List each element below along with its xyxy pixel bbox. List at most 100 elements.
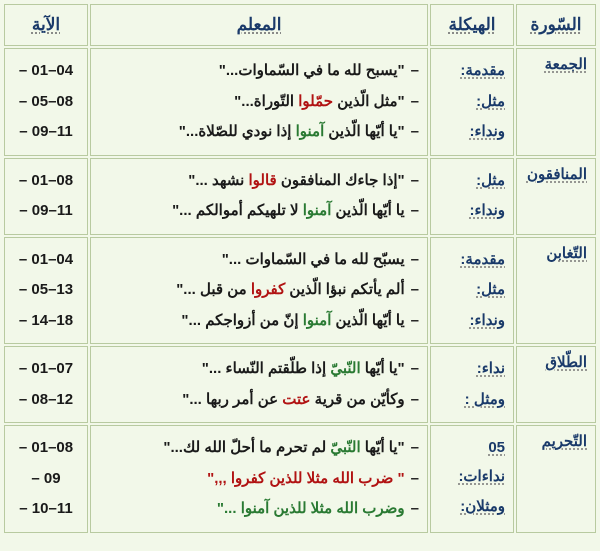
text-segment: نشهد ..."	[188, 172, 248, 189]
dash-icon: –	[411, 167, 419, 196]
aya-range: – 08–12	[13, 386, 79, 415]
haykala-label: نداء:	[477, 355, 505, 384]
text-segment: يسبّح لله ما في السّماوات ..."	[222, 251, 405, 268]
cell-haykala: مقدمة:مثل:ونداء:	[430, 237, 514, 345]
text-segment: عتت	[282, 391, 310, 408]
aya-range: – 09–11	[13, 197, 79, 226]
text-segment: النّبيّ	[330, 360, 360, 377]
text-segment: إذا نودي للصّلاة..."	[179, 123, 296, 140]
dash-icon: –	[411, 434, 419, 463]
text-segment: ..."	[217, 500, 241, 517]
aya-range: – 09–11	[13, 118, 79, 147]
cell-haykala: مقدمة:مثل:ونداء:	[430, 48, 514, 156]
maalim-line: –يا أيّها الّذين آمنوا إنّ من أزواجكم ..…	[99, 307, 419, 336]
cell-aya: – 01–04– 05–08– 09–11	[4, 48, 88, 156]
text-segment: آمنوا	[303, 202, 332, 219]
surah-name: الجمعة	[545, 56, 587, 73]
aya-range: – 01–08	[13, 434, 79, 463]
cell-maalim: –"يا أيّها النّبيّ لم تحرم ما أحلّ الله …	[90, 425, 428, 533]
aya-range: – 14–18	[13, 307, 79, 336]
maalim-line: –وكأيّن من قرية عتت عن أمر ربها ..."	[99, 386, 419, 415]
text-segment: حمّلوا	[298, 93, 333, 110]
aya-range: – 05–08	[13, 88, 79, 117]
dash-icon: –	[411, 307, 419, 336]
header-row: السّورة الهيكلة المعلم الآية	[4, 4, 596, 46]
surah-name: الطّلاق	[545, 354, 587, 371]
text-segment: إذا طلّقتم النّساء ..."	[202, 360, 331, 377]
dash-icon: –	[411, 465, 419, 494]
haykala-label: ومثل :	[465, 386, 505, 415]
aya-range: – 01–07	[13, 355, 79, 384]
text-segment: وضرب الله مثلا للذين	[269, 500, 404, 517]
maalim-line: –"يسبح لله ما في السّماوات..."	[99, 57, 419, 86]
haykala-label: مقدمة:	[460, 57, 505, 86]
haykala-label: مثل:	[476, 88, 505, 117]
table-row: التّحريم 05 نداءات:ومثلان: –"يا أيّها النّ…	[4, 425, 596, 533]
structure-table: السّورة الهيكلة المعلم الآية الجمعة مقدمة…	[2, 2, 598, 535]
table-row: التّغابنمقدمة:مثل:ونداء:–يسبّح لله ما في…	[4, 237, 596, 345]
cell-maalim: –"يا أيّها النّبيّ إذا طلّقتم النّساء ..…	[90, 346, 428, 423]
dash-icon: –	[411, 88, 419, 117]
dash-icon: –	[411, 57, 419, 86]
text-segment: النّبيّ	[330, 439, 360, 456]
aya-range: – 01–04	[13, 57, 79, 86]
text-segment: التّوراة..."	[234, 93, 298, 110]
cell-haykala: نداء:ومثل :	[430, 346, 514, 423]
text-segment: لا تلهيكم أموالكم ..."	[172, 202, 303, 219]
text-segment: يا أيّها الّذين	[331, 312, 404, 329]
cell-maalim: –"يسبح لله ما في السّماوات..."–"مثل الّذ…	[90, 48, 428, 156]
dash-icon: –	[411, 197, 419, 226]
cell-surah: الطّلاق	[516, 346, 596, 423]
haykala-label: مقدمة:	[460, 246, 505, 275]
maalim-line: –"إذا جاءك المنافقون قالوا نشهد ..."	[99, 167, 419, 196]
cell-surah: المنافقون	[516, 158, 596, 235]
cell-surah: الجمعة	[516, 48, 596, 156]
text-segment: ,,,"	[207, 470, 231, 487]
cell-surah: التّغابن	[516, 237, 596, 345]
text-segment: لم تحرم ما أحلّ الله لك..."	[163, 439, 330, 456]
dash-icon: –	[411, 386, 419, 415]
cell-haykala: مثل:ونداء:	[430, 158, 514, 235]
table-row: المنافقونمثل:ونداء:–"إذا جاءك المنافقون …	[4, 158, 596, 235]
text-segment: "يا أيّها	[361, 439, 405, 456]
text-segment: "إذا جاءك المنافقون	[277, 172, 405, 189]
header-aya: الآية	[4, 4, 88, 46]
haykala-label: ونداء:	[469, 197, 505, 226]
surah-name: التّحريم	[542, 433, 587, 450]
haykala-label: مثل:	[476, 167, 505, 196]
text-segment: "يسبح لله ما في السّماوات..."	[219, 62, 405, 79]
dash-icon: –	[411, 276, 419, 305]
maalim-line: –ألم يأتكم نبؤا الّذين كفروا من قبل ..."	[99, 276, 419, 305]
dash-icon: –	[411, 118, 419, 147]
aya-range: – 10–11	[13, 495, 79, 524]
text-segment: من قبل ..."	[176, 281, 251, 298]
header-surah: السّورة	[516, 4, 596, 46]
text-segment: آمنوا	[241, 500, 270, 517]
haykala-label: ومثلان:	[460, 493, 505, 522]
maalim-line: –يا أيّها الّذين آمنوا لا تلهيكم أموالكم…	[99, 197, 419, 226]
header-haykala: الهيكلة	[430, 4, 514, 46]
text-segment: كفروا	[251, 281, 285, 298]
maalim-line: –" ضرب الله مثلا للذين كفروا ,,,"	[99, 465, 419, 494]
text-segment: آمنوا	[296, 123, 325, 140]
text-segment: وكأيّن من قرية	[310, 391, 404, 408]
haykala-label: 05 نداءات:	[439, 434, 505, 491]
aya-range: – 01–08	[13, 167, 79, 196]
aya-range: – 09	[13, 465, 79, 494]
dash-icon: –	[411, 355, 419, 384]
table-row: الطّلاقنداء:ومثل :–"يا أيّها النّبيّ إذا…	[4, 346, 596, 423]
header-maalim: المعلم	[90, 4, 428, 46]
text-segment: يا أيّها الّذين	[331, 202, 404, 219]
text-segment: "يا أيّها	[361, 360, 405, 377]
text-segment: آمنوا	[303, 312, 332, 329]
haykala-label: مثل:	[476, 276, 505, 305]
maalim-line: –"يا أيّها النّبيّ لم تحرم ما أحلّ الله …	[99, 434, 419, 463]
aya-range: – 01–04	[13, 246, 79, 275]
text-segment: "مثل الّذين	[333, 93, 405, 110]
text-segment: ألم يأتكم نبؤا الّذين	[285, 281, 404, 298]
cell-surah: التّحريم	[516, 425, 596, 533]
cell-maalim: –يسبّح لله ما في السّماوات ..."–ألم يأتك…	[90, 237, 428, 345]
text-segment: إنّ من أزواجكم ..."	[181, 312, 302, 329]
aya-range: – 05–13	[13, 276, 79, 305]
table-row: الجمعةمقدمة:مثل:ونداء:–"يسبح لله ما في ا…	[4, 48, 596, 156]
